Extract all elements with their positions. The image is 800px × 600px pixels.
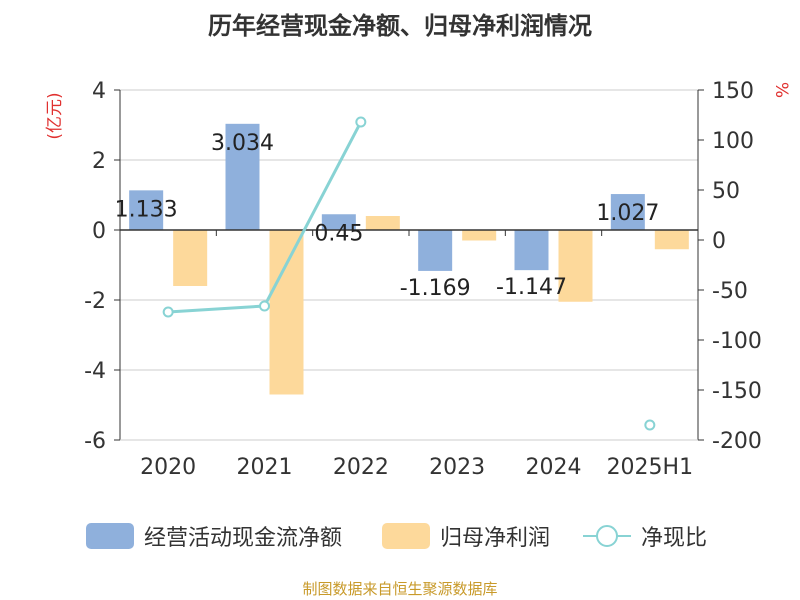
y-right-tick-label: -50	[712, 279, 748, 304]
bar-cashflow	[321, 214, 356, 230]
point-ratio	[162, 306, 174, 318]
chart-title: 历年经营现金净额、归母净利润情况	[208, 12, 592, 40]
y-left-tick-label: -4	[84, 359, 106, 384]
data-label-cashflow: 3.034	[211, 131, 274, 156]
legend-label-profit: 归母净利润	[440, 526, 551, 551]
bar-profit	[462, 230, 497, 241]
bar-profit	[269, 230, 304, 395]
bar-cashflow	[418, 230, 453, 271]
legend-item-profit[interactable]: 归母净利润	[382, 518, 550, 554]
legend-line-marker-icon	[583, 525, 631, 547]
y-left-axis-unit: (亿元)	[45, 92, 65, 139]
footer-source: 制图数据来自恒生聚源数据库	[302, 580, 498, 598]
x-tick-label: 2020	[140, 455, 196, 480]
y-left-tick-label: -2	[84, 289, 106, 314]
bar-profit	[173, 230, 208, 286]
bar-profit	[365, 216, 400, 230]
bar-cashflow	[129, 190, 164, 230]
x-tick-label: 2023	[429, 455, 485, 480]
legend-label-cashflow: 经营活动现金流净额	[144, 526, 343, 551]
legend-item-cashflow[interactable]: 经营活动现金流净额	[86, 518, 342, 554]
legend-label-ratio: 净现比	[641, 526, 708, 551]
legend-swatch-profit	[382, 523, 430, 549]
bar-cashflow	[610, 194, 645, 230]
point-ratio	[355, 116, 367, 128]
point-ratio	[644, 419, 656, 431]
data-label-cashflow: -1.169	[400, 276, 471, 301]
data-label-cashflow: 1.133	[115, 197, 178, 222]
y-right-tick-label: 0	[712, 229, 726, 254]
x-tick-label: 2022	[333, 455, 389, 480]
legend-swatch-cashflow	[86, 523, 134, 549]
y-left-tick-label: 4	[92, 79, 106, 104]
y-left-tick-label: -6	[84, 429, 106, 454]
y-right-tick-label: 150	[712, 79, 754, 104]
data-label-cashflow: 1.027	[596, 201, 659, 226]
y-left-tick-label: 0	[92, 219, 106, 244]
bar-profit	[558, 230, 593, 302]
legend: 经营活动现金流净额 归母净利润 净现比	[0, 518, 800, 554]
point-ratio	[259, 300, 270, 312]
x-tick-label: 2021	[237, 455, 293, 480]
legend-item-ratio[interactable]: 净现比	[583, 518, 707, 554]
y-right-tick-label: 50	[712, 179, 740, 204]
bar-profit	[654, 230, 689, 250]
bar-cashflow	[514, 230, 549, 271]
x-tick-label: 2025H1	[607, 455, 694, 480]
y-left-tick-label: 2	[92, 149, 106, 174]
y-right-tick-label: -100	[712, 329, 762, 354]
y-right-axis-unit: %	[771, 82, 791, 98]
data-label-cashflow: -1.147	[496, 275, 567, 300]
x-tick-label: 2024	[526, 455, 582, 480]
y-right-tick-label: -150	[712, 379, 762, 404]
y-right-tick-label: 100	[712, 129, 754, 154]
y-right-tick-label: -200	[712, 429, 762, 454]
data-label-cashflow: 0.45	[314, 221, 363, 246]
bar-cashflow	[225, 123, 260, 230]
